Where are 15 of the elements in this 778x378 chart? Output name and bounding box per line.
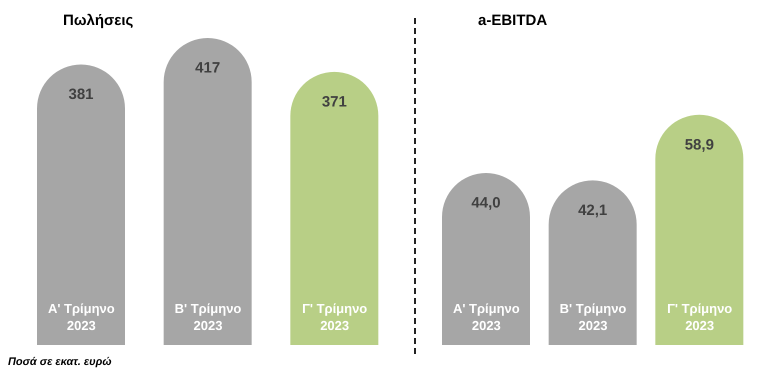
- data-label: 58,9: [684, 136, 714, 154]
- x-tick-label: Α' Τρίμηνο 2023: [452, 301, 520, 333]
- x-tick-label: Α' Τρίμηνο 2023: [48, 301, 115, 333]
- data-label: 42,1: [578, 202, 608, 220]
- text: Ποσά σε εκατ. ευρώ: [8, 356, 112, 368]
- chart-title: Πωλήσεις: [63, 12, 134, 29]
- data-label: 417: [195, 60, 220, 77]
- chart-title: a-EBITDA: [478, 12, 548, 29]
- x-tick-label: Γ' Τρίμηνο 2023: [302, 301, 368, 333]
- x-tick-label: Β' Τρίμηνο 2023: [560, 301, 626, 333]
- data-label: 371: [322, 94, 347, 111]
- data-label: 381: [68, 86, 94, 104]
- x-tick-label: Β' Τρίμηνο 2023: [174, 301, 242, 333]
- x-tick-label: Γ' Τρίμηνο 2023: [667, 301, 732, 333]
- data-label: 44,0: [471, 194, 501, 212]
